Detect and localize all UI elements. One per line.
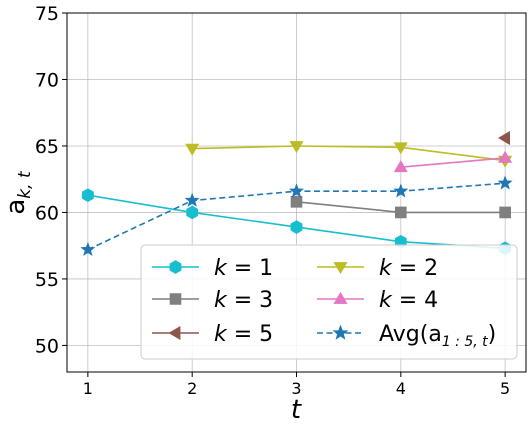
- series-4: [393, 150, 513, 173]
- x-axis-label: t: [291, 395, 302, 425]
- legend-item-3-marker: [169, 293, 182, 305]
- series-6: [80, 175, 513, 256]
- y-axis-label: ak, t: [1, 170, 35, 215]
- series-3: [290, 196, 512, 219]
- legend-item-5-label: k = 5: [214, 322, 273, 347]
- series-2-point: [393, 142, 408, 155]
- series-5-point: [498, 130, 511, 146]
- legend-item-5-marker: [168, 325, 181, 341]
- legend-item-6-label: Avg(a1 : 5, t): [379, 322, 496, 350]
- legend-item-3-label: k = 3: [214, 288, 273, 313]
- legend-item-2-marker: [333, 262, 348, 275]
- legend-item-3: k = 3: [152, 288, 273, 313]
- legend-item-4: k = 4: [317, 288, 438, 313]
- legend-item-2-label: k = 2: [379, 256, 438, 281]
- series-5: [498, 130, 511, 146]
- legend: k = 1 k = 2 k = 3 k = 4 k = 5 Avg(a1 : 5, t): [140, 244, 518, 360]
- legend-item-6-marker: [332, 324, 349, 340]
- legend-item-6: Avg(a1 : 5, t): [317, 322, 496, 350]
- series-6-point: [184, 192, 200, 207]
- series-4-point: [393, 160, 408, 173]
- legend-item-1: k = 1: [152, 256, 273, 281]
- legend-item-4-label: k = 4: [379, 288, 438, 313]
- series-6-point: [80, 241, 96, 256]
- series-1-point: [290, 220, 303, 234]
- series-1-point: [81, 188, 94, 203]
- y-tick-label: 60: [35, 202, 59, 224]
- series-2-line: [192, 145, 506, 162]
- series-6-point: [288, 183, 305, 198]
- legend-item-5: k = 5: [152, 322, 273, 347]
- series-6-point: [497, 175, 513, 190]
- x-tick-label: 1: [83, 379, 93, 398]
- series-2-point: [289, 141, 304, 154]
- legend-box: [140, 244, 518, 360]
- y-tick-label: 75: [35, 3, 59, 25]
- x-tick-label: 5: [500, 379, 510, 398]
- series-3-point: [290, 196, 303, 208]
- series-4-line: [400, 157, 506, 168]
- x-tick-label: 3: [291, 379, 301, 398]
- legend-item-4-marker: [333, 291, 348, 304]
- series-3-point: [499, 206, 512, 219]
- series-1-point: [186, 205, 199, 220]
- series-4-point: [498, 150, 513, 163]
- series-2-point: [185, 143, 200, 156]
- y-tick-label: 55: [35, 269, 59, 291]
- legend-item-1-label: k = 1: [214, 256, 273, 281]
- series-3-point: [394, 206, 407, 219]
- x-tick-label: 2: [187, 379, 197, 398]
- legend-item-2: k = 2: [317, 256, 438, 281]
- x-axis-ticks: 1 2 3 4 5: [83, 372, 510, 398]
- x-tick-label: 4: [396, 379, 406, 398]
- y-tick-label: 70: [35, 69, 59, 91]
- series-6-point: [393, 183, 409, 198]
- y-tick-label: 65: [35, 136, 59, 158]
- legend-item-1-marker: [169, 260, 182, 274]
- y-tick-label: 50: [35, 335, 59, 357]
- y-axis-ticks: 50 55 60 65 70 75: [35, 3, 67, 357]
